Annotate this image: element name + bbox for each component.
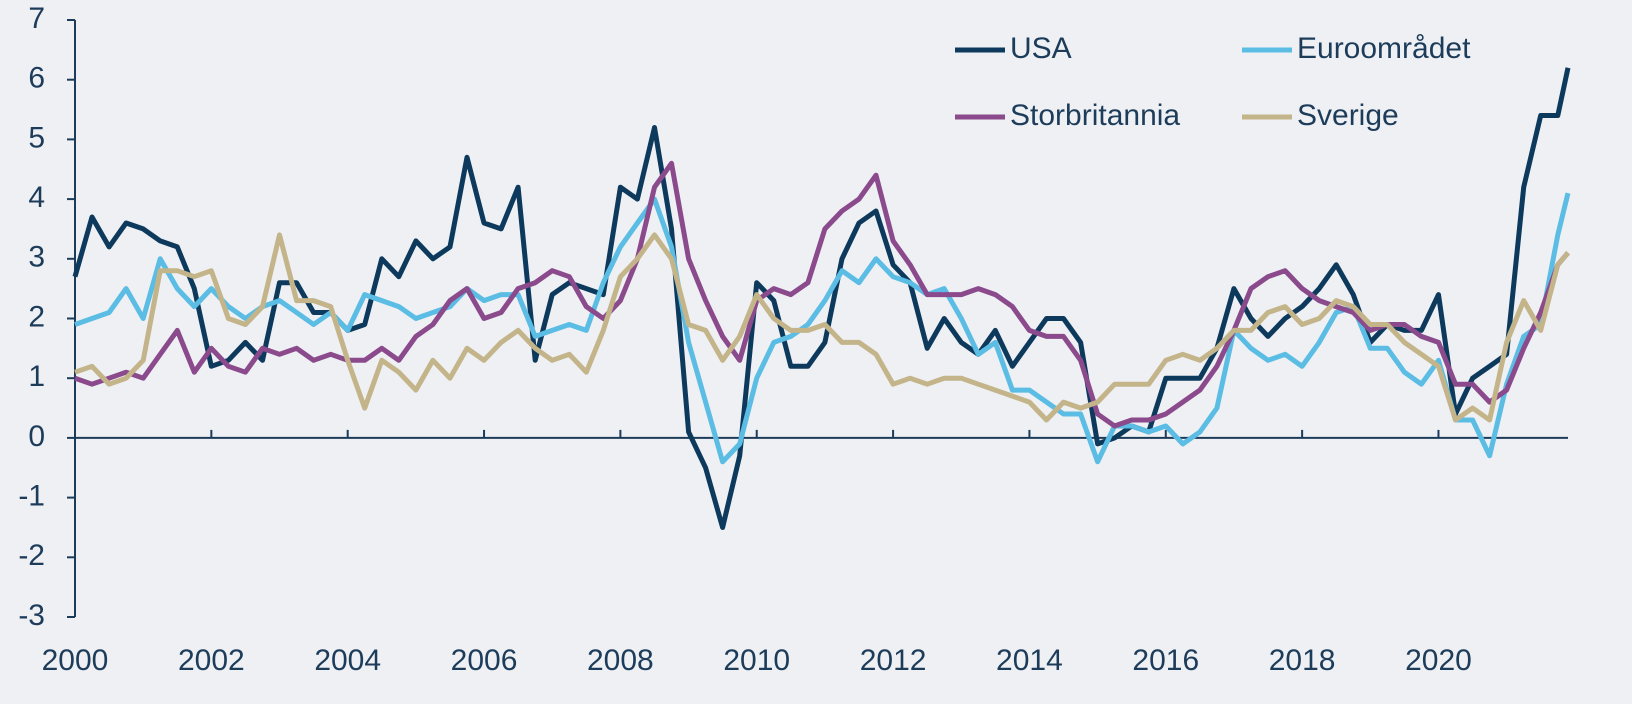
- x-tick-label: 2020: [1405, 644, 1472, 677]
- x-tick-label: 2008: [587, 644, 654, 677]
- y-tick-label: 0: [28, 420, 45, 453]
- x-tick-label: 2004: [314, 644, 381, 677]
- legend-label: Euroområdet: [1297, 32, 1471, 65]
- y-tick-label: 3: [28, 241, 45, 274]
- y-tick-label: 6: [28, 62, 45, 95]
- x-tick-label: 2010: [723, 644, 790, 677]
- x-tick-label: 2012: [860, 644, 927, 677]
- y-tick-label: 1: [28, 360, 45, 393]
- y-tick-label: -3: [18, 599, 45, 632]
- series-line: [74, 160, 1570, 429]
- x-tick-label: 2002: [178, 644, 245, 677]
- y-tick-label: -1: [18, 480, 45, 513]
- series-line: [74, 192, 1571, 465]
- y-tick-label: -2: [18, 539, 45, 572]
- x-tick-label: 2018: [1269, 644, 1336, 677]
- legend-label: USA: [1010, 32, 1072, 65]
- legend-label: Sverige: [1297, 99, 1399, 132]
- series-line: [74, 232, 1570, 423]
- y-tick-label: 4: [28, 181, 45, 214]
- x-tick-label: 2014: [996, 644, 1063, 677]
- x-tick-label: 2006: [451, 644, 518, 677]
- x-tick-label: 2000: [42, 644, 109, 677]
- y-tick-label: 7: [28, 2, 45, 35]
- y-tick-label: 5: [28, 121, 45, 154]
- x-tick-label: 2016: [1132, 644, 1199, 677]
- y-tick-label: 2: [28, 300, 45, 333]
- legend-label: Storbritannia: [1010, 99, 1180, 132]
- series-line: [72, 67, 1571, 530]
